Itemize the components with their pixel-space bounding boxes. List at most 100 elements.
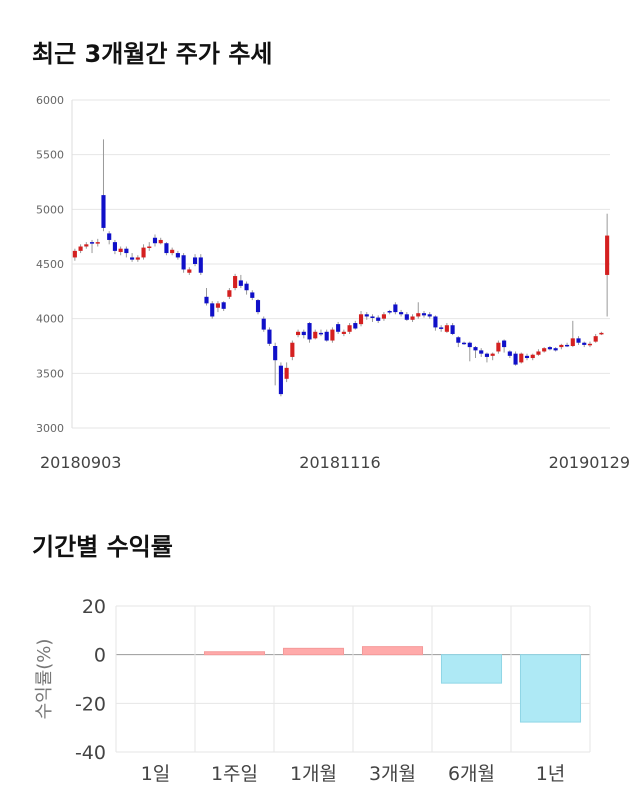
candle-body <box>330 329 335 341</box>
candle-body <box>341 331 346 334</box>
candle-body <box>410 316 415 320</box>
candle-body <box>513 353 518 365</box>
bar <box>519 654 582 723</box>
candle-body <box>570 338 575 346</box>
candle-body <box>467 342 472 348</box>
x-tick-label: 1년 <box>536 763 566 785</box>
candle-body <box>307 323 312 340</box>
candle-body <box>192 257 198 264</box>
candle-body <box>484 353 490 357</box>
period-return-title: 기간별 수익률 <box>32 533 173 561</box>
candle-body <box>89 242 95 244</box>
candle-body <box>376 317 381 321</box>
stock-trend-title: 최근 3개월간 주가 추세 <box>32 40 273 68</box>
y-tick-label: 6000 <box>36 94 64 107</box>
candle-body <box>450 325 455 334</box>
candle-body <box>215 303 221 308</box>
candle-body <box>605 235 610 275</box>
candle-body <box>353 323 358 329</box>
candle-body <box>158 239 163 244</box>
candle-body <box>210 303 215 317</box>
candle-body <box>553 348 558 351</box>
candle-body <box>524 355 530 359</box>
candle-body <box>273 346 278 361</box>
candle-body <box>170 249 175 254</box>
x-tick-label: 1일 <box>141 763 171 785</box>
candle-body <box>473 347 478 351</box>
candle-body <box>444 325 449 332</box>
candle-body <box>244 283 249 291</box>
candle-body <box>318 332 324 335</box>
candle-body <box>324 331 329 341</box>
x-tick-label: 1개월 <box>290 763 337 785</box>
candle-body <box>336 324 341 332</box>
y-tick-label: 4000 <box>36 313 64 326</box>
candle-body <box>507 351 512 356</box>
candle-body <box>95 242 100 244</box>
candle-body <box>313 331 318 339</box>
candle-body <box>530 354 535 359</box>
x-tick-label: 6개월 <box>448 763 495 785</box>
x-tick-label: 20190129 <box>549 453 630 472</box>
candle-body <box>84 244 89 247</box>
candle-body <box>479 350 484 354</box>
y-tick-label: 3500 <box>36 367 64 380</box>
candle-body <box>250 292 255 298</box>
candle-body <box>576 338 581 343</box>
x-tick-label: 20180903 <box>40 453 121 472</box>
candle-body <box>502 340 507 348</box>
candle-body <box>175 253 180 258</box>
candle-body <box>152 237 158 244</box>
candle-body <box>187 269 192 273</box>
bar <box>282 647 345 656</box>
candle-body <box>78 246 83 251</box>
candle-body <box>238 280 243 286</box>
candle-body <box>130 257 135 260</box>
candle-body <box>221 302 226 309</box>
y-tick-label: 3000 <box>36 422 64 435</box>
candle-body <box>135 257 140 260</box>
candle-body <box>399 312 404 315</box>
y-tick-label: -40 <box>75 742 106 764</box>
candle-body <box>421 313 427 316</box>
candle-body <box>141 247 146 258</box>
candle-body <box>364 314 369 317</box>
y-tick-label: 0 <box>94 645 106 667</box>
candle-body <box>164 243 169 254</box>
candle-body <box>124 248 129 254</box>
candle-body <box>587 343 593 346</box>
x-tick-label: 3개월 <box>369 763 416 785</box>
candle-body <box>198 257 203 273</box>
candle-body <box>536 351 541 355</box>
x-tick-label: 1주일 <box>211 763 258 785</box>
candle-body <box>439 327 444 329</box>
candle-body <box>370 316 375 318</box>
bar <box>440 654 503 684</box>
candle-body <box>496 342 501 352</box>
candle-body <box>358 314 364 325</box>
candle-body <box>387 311 392 313</box>
candle-body <box>427 314 432 317</box>
candle-body <box>404 314 409 320</box>
candle-body <box>393 304 398 313</box>
y-tick-label: 4500 <box>36 258 64 271</box>
candle-body <box>599 332 604 335</box>
candle-body <box>416 313 421 317</box>
candle-body <box>519 353 524 363</box>
candle-body <box>490 353 495 356</box>
candle-body <box>255 300 261 313</box>
y-tick-label: 20 <box>82 596 106 618</box>
candle-body <box>301 331 306 336</box>
candlestick-chart: 6000 5500 5000 4500 4000 3500 3000 20180903 2018… <box>36 94 630 472</box>
candle-body <box>381 314 386 319</box>
candle-body <box>461 342 467 345</box>
candle-body <box>261 318 266 330</box>
candle-body <box>593 336 598 342</box>
candle-body <box>233 276 238 289</box>
y-tick-label: -20 <box>75 693 106 715</box>
candle-body <box>433 316 438 328</box>
bar <box>361 646 424 656</box>
candle-body <box>147 246 152 249</box>
candle-body <box>227 290 232 297</box>
